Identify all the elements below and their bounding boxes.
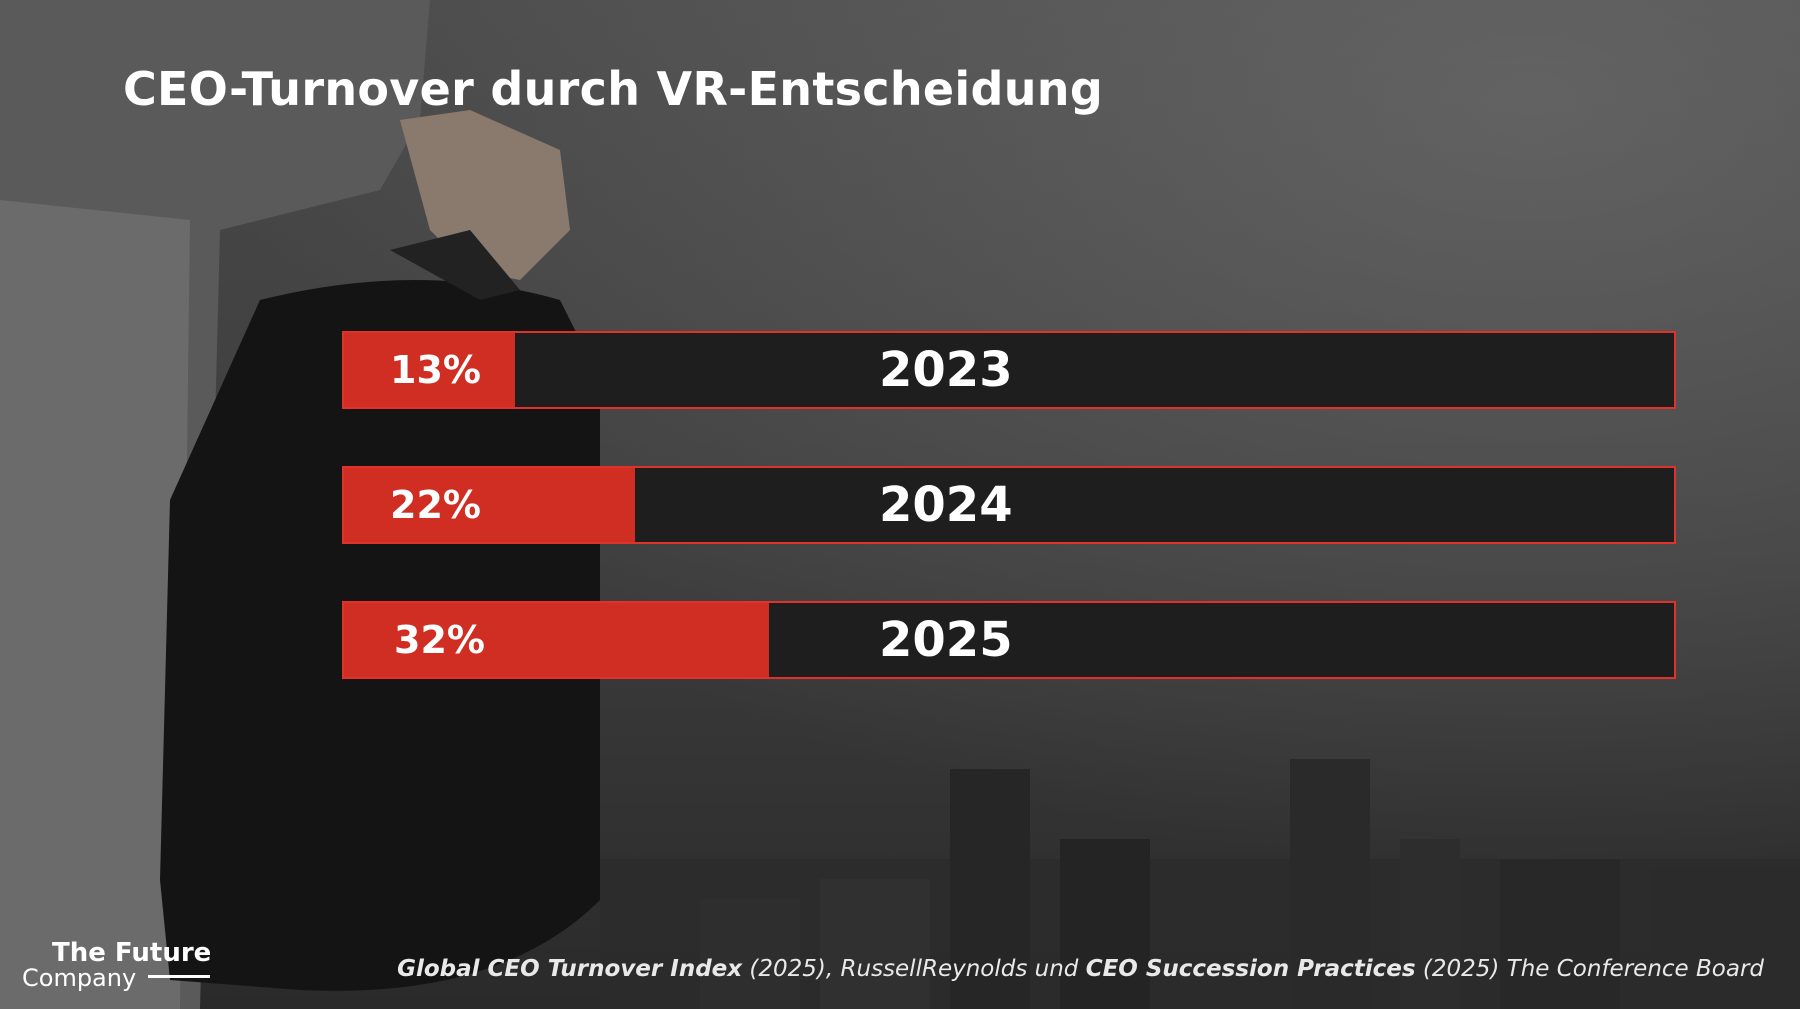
bar-category-label: 2025 — [879, 612, 1013, 668]
logo-underline — [148, 975, 210, 978]
bar-track-2024: 22% 2024 — [342, 466, 1676, 544]
source-text-1: (2025), RussellReynolds und — [742, 956, 1086, 982]
source-title-1: Global CEO Turnover Index — [397, 956, 743, 982]
bar-category-label: 2023 — [879, 342, 1013, 398]
bar-fill-2025 — [344, 603, 769, 677]
bar-fill-2023 — [344, 333, 515, 407]
businessman-briefcase-image — [0, 0, 600, 1009]
page-title: CEO-Turnover durch VR-Entscheidung — [123, 62, 1104, 116]
bar-fill-2024 — [344, 468, 635, 542]
bar-track-2025: 32% 2025 — [342, 601, 1676, 679]
source-citation: Global CEO Turnover Index (2025), Russel… — [397, 956, 1764, 982]
logo-text-line1: The Future — [52, 938, 212, 968]
bar-category-label: 2024 — [879, 477, 1013, 533]
bar-value-label: 32% — [394, 618, 485, 662]
bar-value-label: 22% — [390, 483, 481, 527]
bar-track-2023: 13% 2023 — [342, 331, 1676, 409]
source-title-2: CEO Succession Practices — [1085, 956, 1416, 982]
source-text-2: (2025) The Conference Board — [1415, 956, 1764, 982]
city-skyline-image — [600, 759, 1800, 1009]
bar-value-label: 13% — [390, 348, 481, 392]
logo-text-line2: Company — [22, 964, 137, 992]
